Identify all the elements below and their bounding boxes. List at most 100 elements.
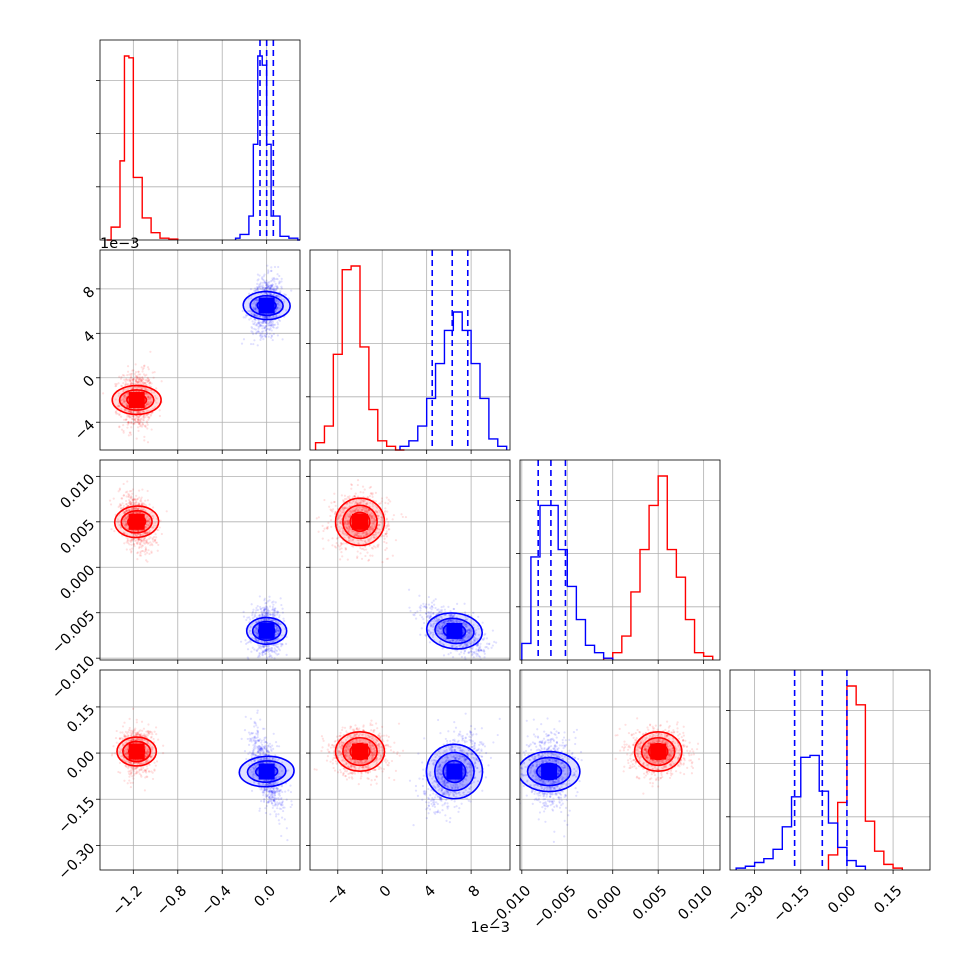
scatter-point [344,521,347,524]
scatter-point [249,626,252,629]
scatter-point [264,608,267,611]
scatter-point [272,619,275,622]
scatter-point [134,382,137,385]
scatter-point [129,503,132,506]
scatter-point [275,628,278,632]
scatter-point [279,597,282,600]
scatter-point [342,507,345,510]
scatter-point [265,658,268,660]
scatter-point [242,316,245,319]
scatter-point [140,500,143,503]
scatter-point [249,317,253,320]
scatter-point [256,299,259,303]
scatter-point [258,614,262,617]
scatter-point [344,542,348,545]
scatter-point [277,629,280,632]
scatter-point [273,650,276,654]
scatter-point [122,399,125,402]
scatter-point [118,488,121,491]
scatter-point [137,429,140,432]
scatter-point [245,314,248,317]
scatter-point [466,633,469,636]
scatter-point [366,511,369,514]
panel-frame [99,39,301,241]
scatter-point [323,527,326,530]
scatter-point [136,503,139,506]
scatter-point [125,524,128,527]
scatter-point [129,416,133,419]
scatter-point [361,508,364,512]
scatter-point [276,321,279,324]
scatter-point [260,645,263,648]
scatter-point [122,390,125,393]
scatter-point [137,538,141,541]
scatter-point [385,526,388,530]
scatter-point [275,611,278,614]
scatter-point [137,416,140,420]
scatter-point [372,517,376,520]
scatter-point [147,379,150,382]
scatter-point [256,631,259,634]
scatter-point [384,533,387,536]
scatter-point [347,537,351,540]
scatter-point [261,285,264,288]
scatter-point [274,309,277,312]
scatter-point [258,646,261,649]
scatter-point [137,539,140,542]
scatter-point [274,614,277,617]
scatter-point [122,429,125,433]
scatter-point [471,653,474,656]
scatter-point [449,639,452,642]
scatter-point [146,523,149,526]
scatter-point [361,485,365,488]
scatter-point [135,508,138,511]
scatter-point [263,608,266,611]
scatter-point [146,413,149,416]
scatter-point [265,286,268,289]
scatter-point [146,489,149,493]
panel-frame [99,249,301,451]
scatter-point [265,282,268,285]
scatter-point [462,636,465,640]
scatter-point [272,608,275,611]
scatter-point [364,502,367,506]
scatter-point [264,315,267,319]
scatter-point [462,645,466,648]
scatter-point [323,498,326,502]
scatter-point [245,618,248,622]
scatter-point [127,414,130,418]
scatter-point [271,613,274,616]
scatter-point [369,528,373,531]
scatter-point [450,613,453,616]
scatter-point [128,502,131,505]
scatter-point [119,504,122,507]
scatter-point [377,543,380,546]
scatter-point [142,410,146,413]
scatter-point [326,527,329,530]
scatter-point [261,281,265,284]
scatter-point [134,363,137,366]
scatter-point [265,647,268,651]
scatter-point [138,425,142,428]
scatter-point [256,288,260,291]
panel-layer [96,39,931,874]
scatter-point [263,640,266,644]
scatter-point [263,280,267,284]
scatter-point [138,422,142,426]
scatter-point [261,653,264,656]
scatter-point [262,640,265,643]
scatter-point [150,542,153,545]
scatter-point [133,529,136,533]
scatter-point [356,538,359,542]
scatter-point [263,650,266,653]
scatter-point [138,381,141,384]
scatter-point [133,421,137,424]
scatter-point [125,418,128,421]
scatter-point [136,386,139,389]
density-peak [352,513,368,530]
scatter-point [251,302,255,305]
scatter-point [269,641,272,644]
scatter-point [134,420,137,423]
scatter-point [386,510,389,513]
scatter-point [347,527,350,531]
